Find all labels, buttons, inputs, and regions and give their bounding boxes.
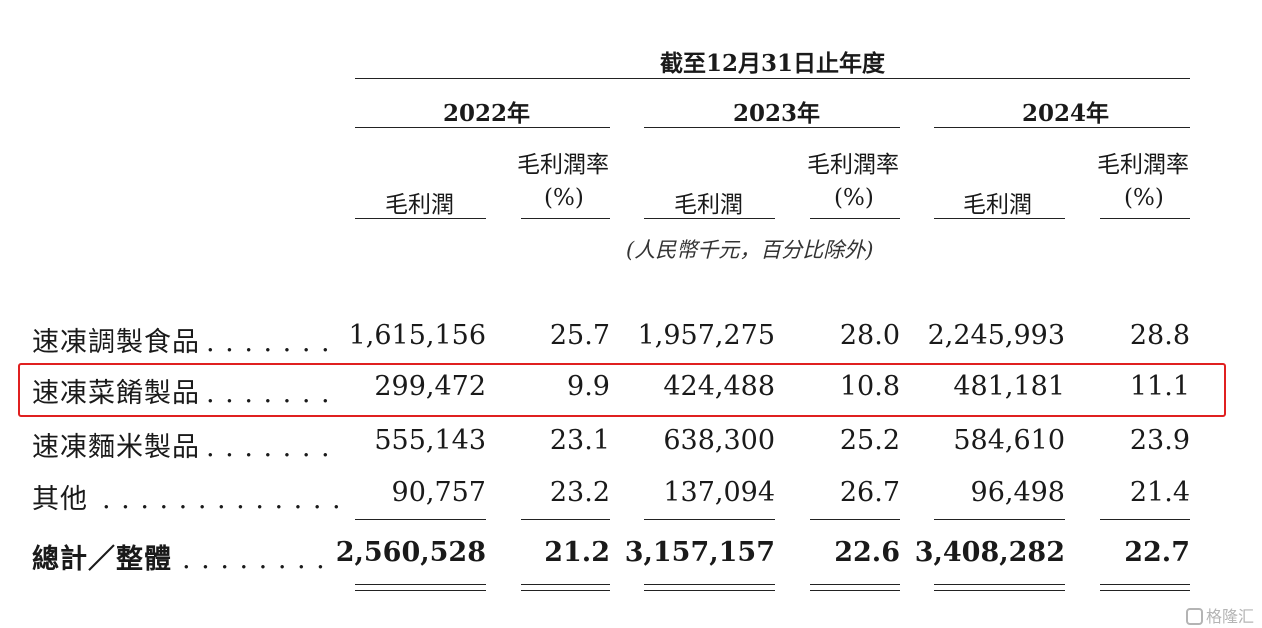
cell-2022-profit: 1,615,156	[348, 320, 486, 351]
cell-2023-profit: 638,300	[663, 425, 775, 456]
row-label: 速凍麵米製品. . . . . . .	[32, 432, 331, 463]
cell-2024-margin: 11.1	[1129, 371, 1190, 402]
year-rule-2023	[644, 127, 900, 128]
year-2023: 2023年	[733, 100, 821, 127]
cell-2023-margin: 26.7	[839, 477, 900, 508]
year-rule-2022	[355, 127, 610, 128]
cell-2022-margin: 23.2	[549, 477, 610, 508]
total-2023-margin: 22.6	[834, 537, 900, 568]
col-gross-profit-2023: 毛利潤	[674, 192, 743, 218]
unit-note: (人民幣千元，百分比除外)	[626, 238, 874, 262]
highlight-box	[18, 363, 1226, 417]
sum-rule-1	[355, 519, 486, 520]
cell-2023-margin: 25.2	[839, 425, 900, 456]
col-rule-3	[644, 218, 775, 219]
double-rule-4a	[810, 584, 900, 585]
cell-2024-margin: 21.4	[1129, 477, 1190, 508]
col-gross-profit-2024: 毛利潤	[963, 192, 1032, 218]
watermark-logo-icon	[1186, 608, 1203, 625]
cell-2022-profit: 555,143	[374, 425, 486, 456]
cell-2024-profit: 584,610	[953, 425, 1065, 456]
col-rule-5	[934, 218, 1065, 219]
cell-2023-profit: 137,094	[663, 477, 775, 508]
cell-2023-margin: 28.0	[839, 320, 900, 351]
cell-2023-margin: 10.8	[839, 371, 900, 402]
double-rule-2b	[521, 590, 610, 591]
year-2024: 2024年	[1022, 100, 1110, 127]
sum-rule-6	[1100, 519, 1190, 520]
cell-2024-profit: 481,181	[953, 371, 1065, 402]
col-margin-2022-line2: (%)	[544, 185, 584, 211]
double-rule-5b	[934, 590, 1065, 591]
year-2022: 2022年	[443, 100, 531, 127]
cell-2023-profit: 1,957,275	[637, 320, 775, 351]
period-title: 截至12月31日止年度	[660, 50, 886, 77]
row-label: 其他. . . . . . . . . . . . .	[32, 484, 342, 515]
cell-2022-profit: 299,472	[374, 371, 486, 402]
total-label: 總計／整體. . . . . . . .	[32, 544, 326, 575]
cell-2022-margin: 23.1	[549, 425, 610, 456]
double-rule-6b	[1100, 590, 1190, 591]
row-label: 速凍菜餚製品. . . . . . .	[32, 378, 331, 409]
sum-rule-3	[644, 519, 775, 520]
watermark-text: 格隆汇	[1206, 607, 1255, 626]
cell-2024-profit: 96,498	[970, 477, 1065, 508]
double-rule-3b	[644, 590, 775, 591]
year-rule-2024	[934, 127, 1190, 128]
cell-2022-margin: 9.9	[567, 371, 610, 402]
total-2023-profit: 3,157,157	[624, 537, 775, 568]
row-label: 速凍調製食品. . . . . . .	[32, 327, 331, 358]
double-rule-3a	[644, 584, 775, 585]
col-rule-4	[810, 218, 900, 219]
cell-2023-profit: 424,488	[663, 371, 775, 402]
total-2024-profit: 3,408,282	[914, 537, 1065, 568]
total-2022-profit: 2,560,528	[335, 537, 486, 568]
period-rule	[355, 78, 1190, 79]
sum-rule-4	[810, 519, 900, 520]
sum-rule-2	[521, 519, 610, 520]
sum-rule-5	[934, 519, 1065, 520]
col-margin-2022-line1: 毛利潤率	[517, 152, 609, 178]
double-rule-1a	[355, 584, 486, 585]
double-rule-2a	[521, 584, 610, 585]
cell-2022-profit: 90,757	[391, 477, 486, 508]
double-rule-5a	[934, 584, 1065, 585]
cell-2024-profit: 2,245,993	[927, 320, 1065, 351]
cell-2022-margin: 25.7	[549, 320, 610, 351]
watermark: 格隆汇	[1186, 603, 1254, 627]
col-rule-2	[521, 218, 610, 219]
total-2024-margin: 22.7	[1124, 537, 1190, 568]
col-rule-6	[1100, 218, 1190, 219]
col-margin-2024-line1: 毛利潤率	[1097, 152, 1189, 178]
double-rule-6a	[1100, 584, 1190, 585]
col-margin-2023-line2: (%)	[834, 185, 874, 211]
col-margin-2023-line1: 毛利潤率	[807, 152, 899, 178]
double-rule-1b	[355, 590, 486, 591]
cell-2024-margin: 28.8	[1129, 320, 1190, 351]
double-rule-4b	[810, 590, 900, 591]
col-margin-2024-line2: (%)	[1124, 185, 1164, 211]
cell-2024-margin: 23.9	[1129, 425, 1190, 456]
total-2022-margin: 21.2	[544, 537, 610, 568]
col-gross-profit-2022: 毛利潤	[385, 192, 454, 218]
col-rule-1	[355, 218, 486, 219]
